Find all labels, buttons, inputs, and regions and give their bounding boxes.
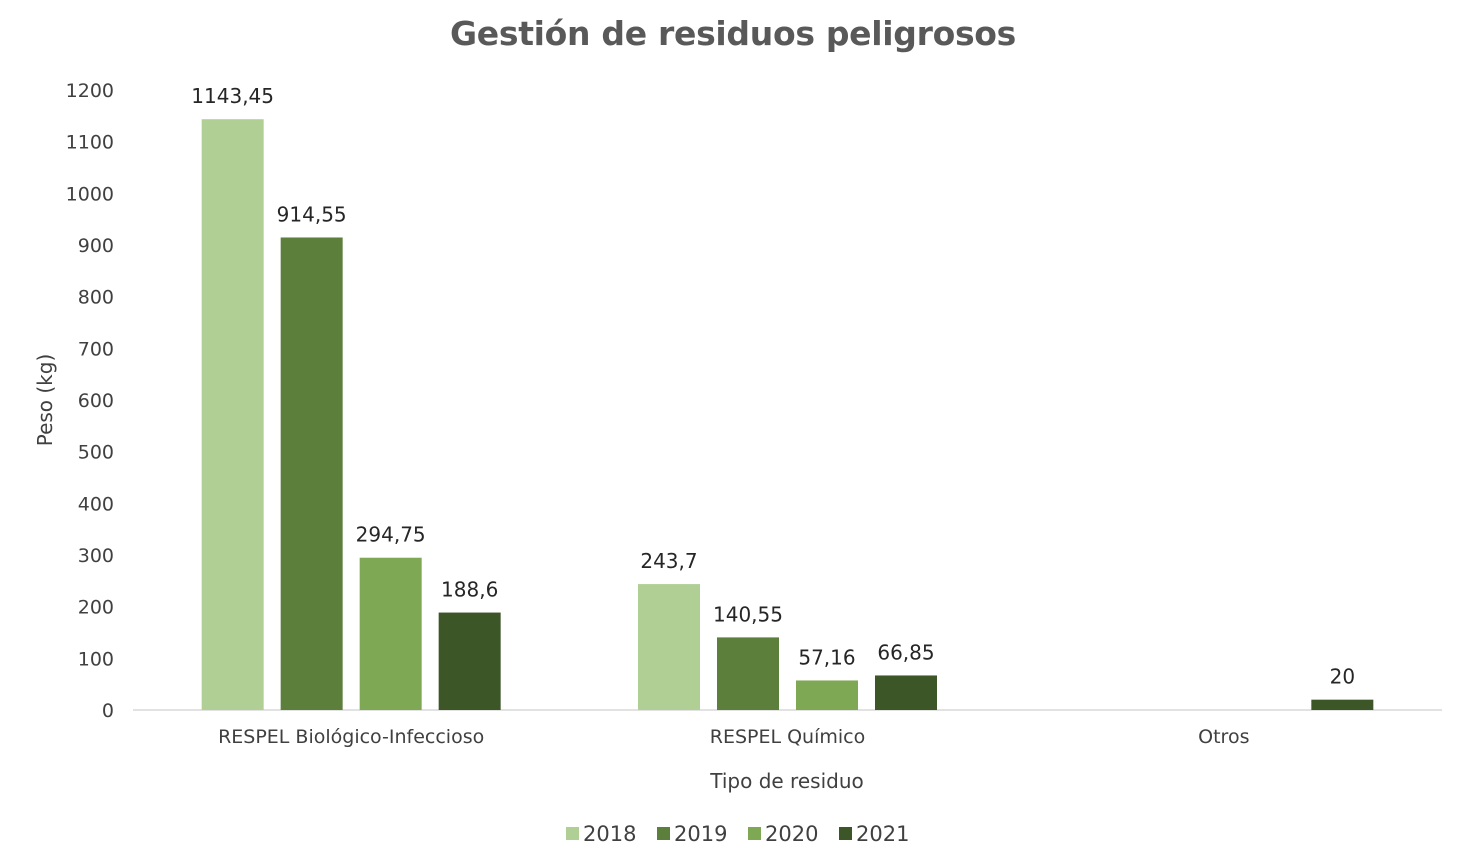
y-tick-label: 300 bbox=[78, 545, 114, 567]
y-tick-label: 1200 bbox=[66, 80, 114, 102]
y-tick-label: 1000 bbox=[66, 183, 114, 205]
data-labels-group: 1143,45 914,55 294,75 188,6 243,7 140,55 57,16… bbox=[191, 84, 1355, 688]
y-axis-ticks: 0 100 200 300 400 500 600 700 800 900 1000 1100 1200 bbox=[66, 80, 114, 722]
y-tick-label: 0 bbox=[102, 700, 114, 722]
legend: 2018 2019 2020 2021 bbox=[566, 822, 909, 846]
y-tick-label: 900 bbox=[78, 235, 114, 257]
category-labels: RESPEL Biológico-Infeccioso RESPEL Químic… bbox=[218, 726, 1249, 748]
data-label: 243,7 bbox=[640, 549, 697, 573]
y-axis-title: Peso (kg) bbox=[33, 354, 57, 447]
bar-2021 bbox=[1311, 699, 1374, 710]
data-label: 20 bbox=[1330, 665, 1355, 689]
bar-2021 bbox=[875, 675, 937, 710]
x-category-label: Otros bbox=[1198, 726, 1249, 748]
y-tick-label: 800 bbox=[78, 287, 114, 309]
legend-label: 2018 bbox=[583, 822, 636, 846]
legend-swatch-2019 bbox=[657, 827, 670, 840]
bar-2019 bbox=[717, 637, 779, 710]
y-tick-label: 700 bbox=[78, 338, 114, 360]
x-category-label: RESPEL Biológico-Infeccioso bbox=[218, 726, 484, 748]
data-label: 140,55 bbox=[713, 602, 783, 626]
y-tick-label: 500 bbox=[78, 442, 114, 464]
data-label: 294,75 bbox=[356, 523, 426, 547]
legend-label: 2019 bbox=[674, 822, 727, 846]
x-category-label: RESPEL Químico bbox=[710, 726, 866, 748]
legend-label: 2021 bbox=[856, 822, 909, 846]
data-label: 57,16 bbox=[798, 645, 855, 669]
bars-group bbox=[201, 119, 1374, 711]
bar-2018 bbox=[638, 584, 700, 710]
legend-swatch-2018 bbox=[566, 827, 579, 840]
data-label: 66,85 bbox=[877, 640, 934, 664]
bar-2021 bbox=[438, 612, 501, 710]
data-label: 914,55 bbox=[277, 202, 347, 226]
legend-label: 2020 bbox=[765, 822, 818, 846]
y-tick-label: 200 bbox=[78, 597, 114, 619]
bar-2019 bbox=[280, 237, 343, 711]
legend-swatch-2020 bbox=[748, 827, 761, 840]
x-axis-title: Tipo de residuo bbox=[709, 769, 863, 793]
data-label: 1143,45 bbox=[191, 84, 274, 108]
bar-2020 bbox=[796, 680, 858, 710]
y-tick-label: 600 bbox=[78, 390, 114, 412]
data-label: 188,6 bbox=[441, 578, 498, 602]
chart-title: Gestión de residuos peligrosos bbox=[449, 14, 1017, 53]
bar-2018 bbox=[201, 119, 264, 710]
y-tick-label: 400 bbox=[78, 493, 114, 515]
legend-swatch-2021 bbox=[839, 827, 852, 840]
y-tick-label: 1100 bbox=[66, 132, 114, 154]
y-tick-label: 100 bbox=[78, 648, 114, 670]
bar-2020 bbox=[359, 557, 422, 710]
